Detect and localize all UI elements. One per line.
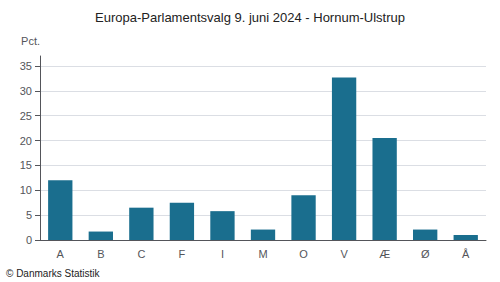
svg-text:M: M	[258, 248, 267, 260]
svg-text:30: 30	[20, 85, 32, 97]
svg-text:A: A	[57, 248, 65, 260]
svg-text:Europa-Parlamentsvalg 9. juni: Europa-Parlamentsvalg 9. juni 2024 - Hor…	[95, 10, 405, 25]
svg-text:5: 5	[26, 209, 32, 221]
svg-text:Æ: Æ	[379, 248, 390, 260]
svg-text:B: B	[97, 248, 104, 260]
svg-text:© Danmarks Statistik: © Danmarks Statistik	[6, 268, 101, 279]
svg-text:10: 10	[20, 184, 32, 196]
svg-text:15: 15	[20, 159, 32, 171]
svg-text:O: O	[299, 248, 308, 260]
svg-text:0: 0	[26, 234, 32, 246]
svg-text:25: 25	[20, 110, 32, 122]
svg-text:35: 35	[20, 60, 32, 72]
svg-text:V: V	[340, 248, 348, 260]
svg-text:Ø: Ø	[421, 248, 430, 260]
svg-text:Å: Å	[462, 248, 470, 260]
svg-text:Pct.: Pct.	[21, 35, 40, 47]
svg-text:20: 20	[20, 135, 32, 147]
svg-text:C: C	[137, 248, 145, 260]
svg-text:I: I	[221, 248, 224, 260]
svg-text:F: F	[179, 248, 186, 260]
